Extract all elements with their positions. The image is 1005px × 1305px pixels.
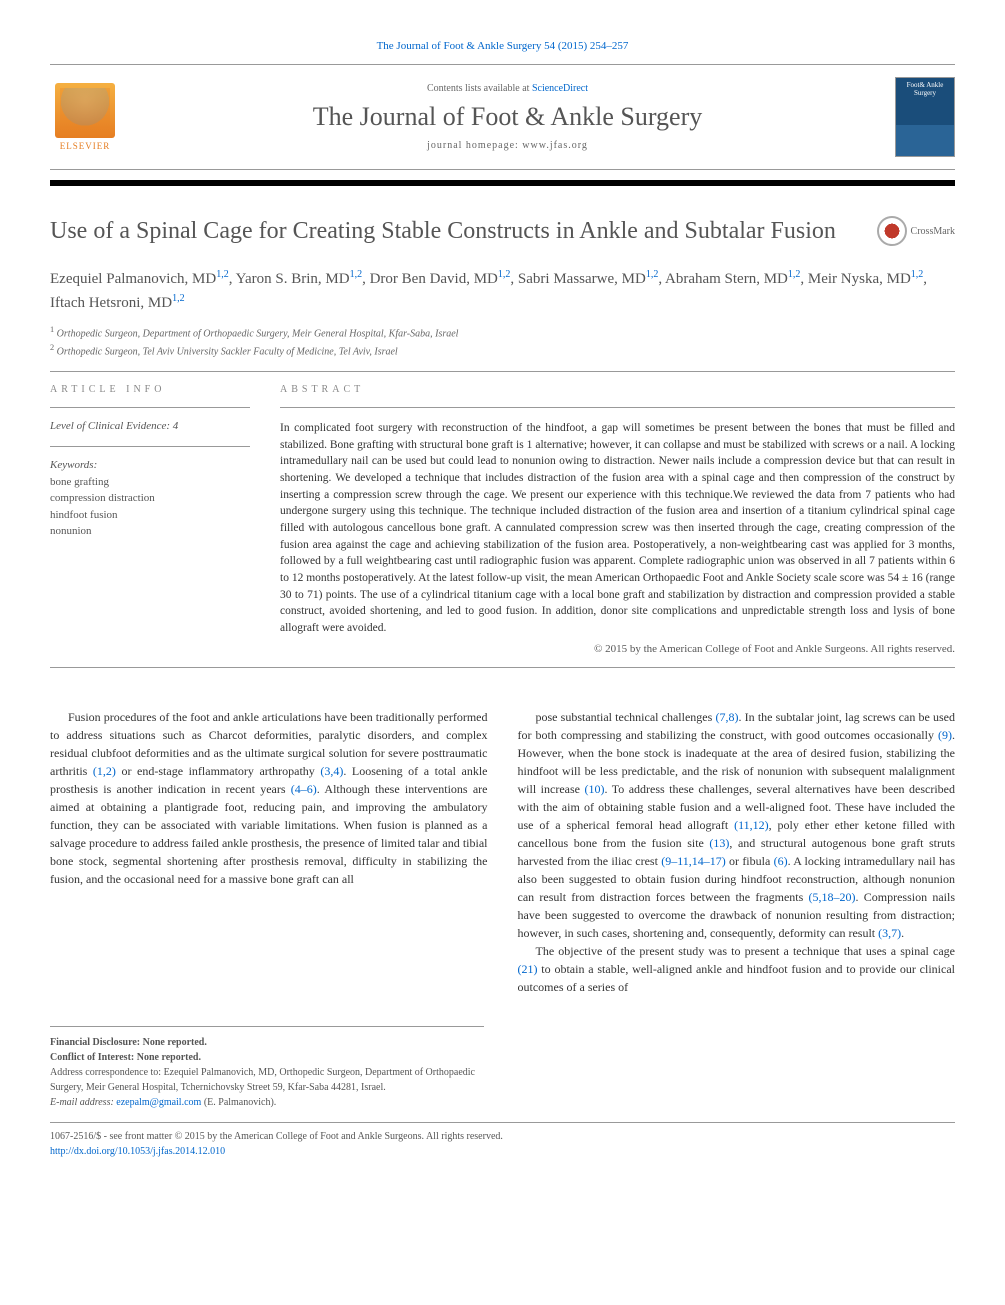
contents-available: Contents lists available at ScienceDirec… xyxy=(140,83,875,94)
abstract-text: In complicated foot surgery with reconst… xyxy=(280,420,955,637)
footnotes: Financial Disclosure: None reported. Con… xyxy=(50,1026,484,1110)
body-paragraph: The objective of the present study was t… xyxy=(518,942,956,996)
keywords-list: bone grafting compression distraction hi… xyxy=(50,474,250,540)
divider xyxy=(50,667,955,668)
journal-cover-thumbnail[interactable]: Foot& Ankle Surgery xyxy=(895,77,955,157)
sciencedirect-link[interactable]: ScienceDirect xyxy=(532,83,588,94)
page-footer: 1067-2516/$ - see front matter © 2015 by… xyxy=(50,1122,955,1159)
contents-prefix: Contents lists available at xyxy=(427,83,532,94)
affiliations: 1 Orthopedic Surgeon, Department of Orth… xyxy=(50,324,955,359)
affiliation-1: 1 Orthopedic Surgeon, Department of Orth… xyxy=(50,324,955,341)
article-info-col: ARTICLE INFO Level of Clinical Evidence:… xyxy=(50,384,250,655)
keyword: hindfoot fusion xyxy=(50,507,250,524)
article-title: Use of a Spinal Cage for Creating Stable… xyxy=(50,216,857,247)
body-col-right: pose substantial technical challenges (7… xyxy=(518,708,956,996)
article-info-label: ARTICLE INFO xyxy=(50,384,250,395)
affiliation-2: 2 Orthopedic Surgeon, Tel Aviv Universit… xyxy=(50,342,955,359)
body-col-left: Fusion procedures of the foot and ankle … xyxy=(50,708,488,996)
keywords-label: Keywords: xyxy=(50,459,250,471)
footer-copyright: 1067-2516/$ - see front matter © 2015 by… xyxy=(50,1129,955,1144)
crossmark-badge[interactable]: CrossMark xyxy=(877,216,955,246)
crossmark-icon xyxy=(877,216,907,246)
crossmark-label: CrossMark xyxy=(911,226,955,237)
article-header-row: Use of a Spinal Cage for Creating Stable… xyxy=(50,216,955,247)
journal-title: The Journal of Foot & Ankle Surgery xyxy=(140,102,875,132)
elsevier-label: ELSEVIER xyxy=(60,141,111,151)
footnote-conflict: Conflict of Interest: None reported. xyxy=(50,1050,484,1065)
footnote-email: E-mail address: ezepalm@gmail.com (E. Pa… xyxy=(50,1095,484,1110)
footnote-correspondence: Address correspondence to: Ezequiel Palm… xyxy=(50,1065,484,1095)
doi-link[interactable]: http://dx.doi.org/10.1053/j.jfas.2014.12… xyxy=(50,1146,225,1157)
cover-title: Foot& Ankle Surgery xyxy=(896,82,954,97)
divider xyxy=(50,407,250,408)
email-link[interactable]: ezepalm@gmail.com xyxy=(116,1097,201,1108)
homepage-prefix: journal homepage: xyxy=(427,140,522,151)
divider xyxy=(280,407,955,408)
journal-homepage: journal homepage: www.jfas.org xyxy=(140,140,875,151)
abstract-copyright: © 2015 by the American College of Foot a… xyxy=(280,643,955,655)
keyword: nonunion xyxy=(50,523,250,540)
keyword: compression distraction xyxy=(50,490,250,507)
page-container: The Journal of Foot & Ankle Surgery 54 (… xyxy=(0,0,1005,1199)
body-paragraph: pose substantial technical challenges (7… xyxy=(518,708,956,942)
footnote-financial: Financial Disclosure: None reported. xyxy=(50,1035,484,1050)
evidence-level: Level of Clinical Evidence: 4 xyxy=(50,420,250,432)
abstract-label: ABSTRACT xyxy=(280,384,955,395)
journal-reference: The Journal of Foot & Ankle Surgery 54 (… xyxy=(50,40,955,52)
divider xyxy=(50,446,250,447)
body-columns: Fusion procedures of the foot and ankle … xyxy=(50,708,955,996)
elsevier-logo[interactable]: ELSEVIER xyxy=(50,77,120,157)
abstract-col: ABSTRACT In complicated foot surgery wit… xyxy=(280,384,955,655)
body-paragraph: Fusion procedures of the foot and ankle … xyxy=(50,708,488,888)
homepage-url[interactable]: www.jfas.org xyxy=(522,140,588,151)
divider xyxy=(50,371,955,372)
authors-list: Ezequiel Palmanovich, MD1,2, Yaron S. Br… xyxy=(50,267,955,314)
header-center: Contents lists available at ScienceDirec… xyxy=(140,83,875,151)
info-abstract-row: ARTICLE INFO Level of Clinical Evidence:… xyxy=(50,384,955,655)
keyword: bone grafting xyxy=(50,474,250,491)
elsevier-tree-icon xyxy=(55,83,115,138)
journal-header: ELSEVIER Contents lists available at Sci… xyxy=(50,64,955,170)
black-divider xyxy=(50,180,955,186)
